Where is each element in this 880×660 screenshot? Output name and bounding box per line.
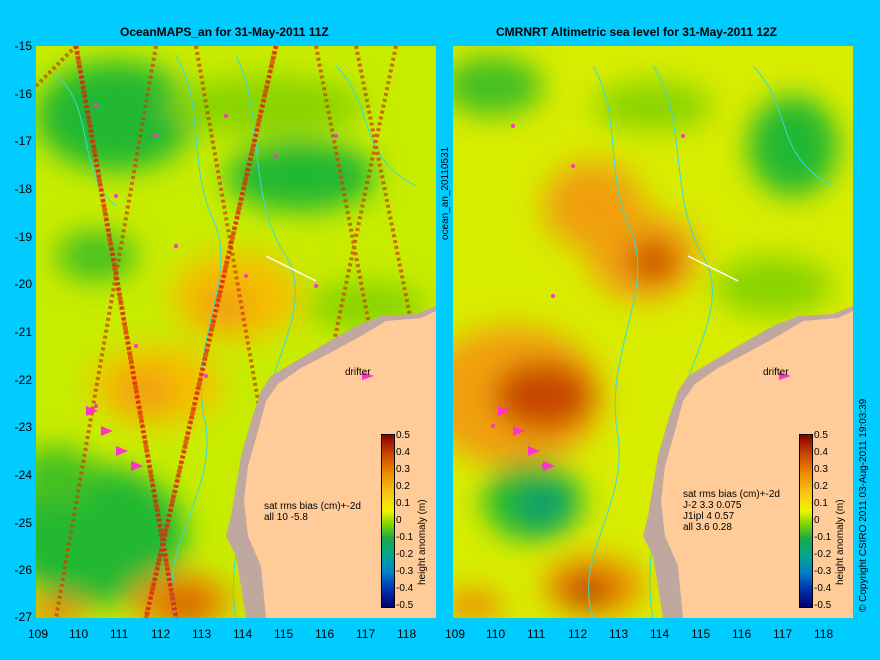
x-tick-label-left: 110	[69, 627, 89, 641]
colorbar-tick-label: 0.4	[814, 447, 828, 458]
colorbar-tick-label: -0.2	[396, 549, 414, 560]
y-tick-label: -25	[14, 516, 32, 530]
x-tick-label-right: 109	[445, 627, 466, 641]
right-map-title: CMRNRT Altimetric sea level for 31-May-2…	[496, 25, 777, 39]
right-stats-line: J1ipl 4 0.57	[683, 511, 735, 522]
drifter-label-left: drifter	[345, 367, 371, 378]
left-colorbar-title: height anomaly (m)	[417, 499, 428, 585]
left-map-panel[interactable]	[36, 46, 436, 618]
colorbar-tick-label: 0.1	[814, 498, 828, 509]
y-tick-label: -24	[14, 468, 32, 482]
y-tick-label: -19	[14, 230, 32, 244]
right-stats-line: all 3.6 0.28	[683, 522, 732, 533]
colorbar-tick-label: 0	[814, 515, 820, 526]
colorbar-tick-label: -0.1	[814, 532, 832, 543]
colorbar-tick-label: -0.3	[814, 566, 832, 577]
colorbar-tick-label: -0.5	[814, 600, 832, 611]
left-map-title: OceanMAPS_an for 31-May-2011 11Z	[120, 25, 329, 39]
colorbar-tick-label: -0.5	[396, 600, 414, 611]
left-colorbar	[381, 434, 395, 608]
x-tick-label-left: 116	[315, 627, 335, 641]
left-stats-line: sat rms bias (cm)+-2d	[264, 501, 361, 512]
right-colorbar	[799, 434, 813, 608]
colorbar-tick-label: 0.4	[396, 447, 410, 458]
y-tick-label: -26	[14, 563, 32, 577]
right-colorbar-title: height anomaly (m)	[835, 499, 846, 585]
x-tick-label-left: 117	[356, 627, 376, 641]
y-tick-label: -27	[14, 610, 32, 624]
left-stats-line: all 10 -5.8	[264, 512, 308, 523]
right-stats-line: sat rms bias (cm)+-2d	[683, 489, 780, 500]
right-sea-level-map	[453, 46, 853, 618]
y-tick-label: -22	[14, 373, 32, 387]
x-tick-label-left: 118	[397, 627, 417, 641]
colorbar-tick-label: 0.2	[814, 481, 828, 492]
colorbar-tick-label: 0	[396, 515, 402, 526]
colorbar-tick-label: -0.4	[396, 583, 414, 594]
x-tick-label-right: 117	[773, 627, 793, 641]
x-tick-label-left: 114	[233, 627, 253, 641]
x-tick-label-right: 112	[568, 627, 588, 641]
x-tick-label-right: 114	[650, 627, 670, 641]
x-tick-label-left: 111	[110, 627, 129, 641]
y-tick-label: -15	[14, 39, 32, 53]
colorbar-tick-label: -0.2	[814, 549, 832, 560]
colorbar-tick-label: -0.4	[814, 583, 832, 594]
colorbar-tick-label: 0.1	[396, 498, 410, 509]
y-tick-label: -23	[14, 420, 32, 434]
colorbar-tick-label: 0.2	[396, 481, 410, 492]
y-tick-label: -18	[14, 182, 32, 196]
y-tick-label: -17	[14, 134, 32, 148]
colorbar-tick-label: -0.1	[396, 532, 414, 543]
colorbar-tick-label: 0.5	[396, 430, 410, 441]
x-tick-label-right: 115	[691, 627, 711, 641]
right-map-panel[interactable]	[453, 46, 853, 618]
x-tick-label-right: 118	[814, 627, 834, 641]
x-tick-label-right: 110	[486, 627, 506, 641]
colorbar-tick-label: 0.5	[814, 430, 828, 441]
colorbar-tick-label: 0.3	[396, 464, 410, 475]
left-sea-level-map	[36, 46, 436, 618]
ocean-analysis-file-label: ocean_an_20110531	[440, 146, 451, 240]
x-tick-label-left: 109	[28, 627, 49, 641]
x-tick-label-left: 112	[151, 627, 171, 641]
x-tick-label-right: 116	[732, 627, 752, 641]
colorbar-tick-label: 0.3	[814, 464, 828, 475]
right-stats-line: J-2 3.3 0.075	[683, 500, 742, 511]
x-tick-label-left: 113	[192, 627, 212, 641]
x-tick-label-left: 115	[274, 627, 294, 641]
x-tick-label-right: 111	[527, 627, 546, 641]
y-tick-label: -20	[14, 277, 32, 291]
drifter-label-right: drifter	[763, 367, 789, 378]
x-tick-label-right: 113	[609, 627, 629, 641]
y-tick-label: -16	[14, 87, 32, 101]
y-tick-label: -21	[14, 325, 32, 339]
copyright-label: © Copyright CSIRO 2011 03-Aug-2011 19:03…	[858, 398, 869, 612]
colorbar-tick-label: -0.3	[396, 566, 414, 577]
